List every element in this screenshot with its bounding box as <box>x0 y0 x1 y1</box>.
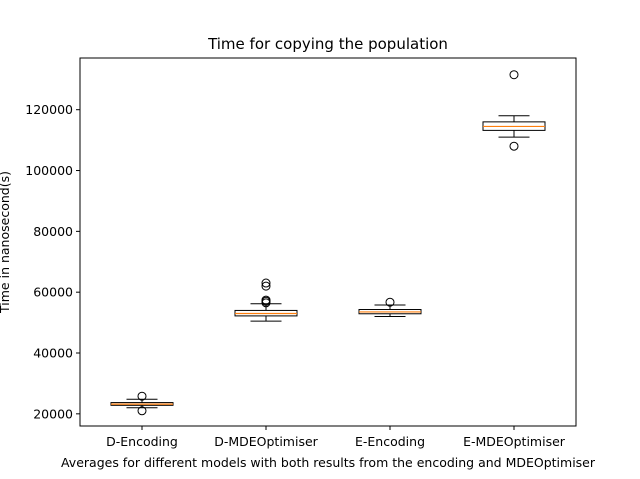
x-tick-label: D-Encoding <box>106 434 178 449</box>
chart-title: Time for copying the population <box>207 35 448 53</box>
box-group-e-mdeoptimiser <box>482 70 546 151</box>
y-tick-label: 40000 <box>33 346 73 361</box>
outlier-point <box>137 391 147 401</box>
y-tick-label: 100000 <box>25 163 73 178</box>
outlier-point <box>385 297 395 307</box>
y-tick-label: 80000 <box>33 224 73 239</box>
y-axis-label: Time in nanosecond(s) <box>0 171 12 314</box>
y-axis: 20000 40000 60000 80000 100000 120000 <box>25 102 80 421</box>
outlier-point <box>509 141 519 151</box>
y-tick-label: 120000 <box>25 102 73 117</box>
x-axis: D-Encoding D-MDEOptimiser E-Encoding E-MDEO… <box>106 426 566 449</box>
plot-area <box>110 70 546 416</box>
x-tick-label: D-MDEOptimiser <box>214 434 318 449</box>
box-group-d-encoding <box>110 391 174 416</box>
x-tick-label: E-Encoding <box>355 434 425 449</box>
outlier-point <box>509 70 519 80</box>
y-tick-label: 20000 <box>33 406 73 421</box>
y-tick-label: 60000 <box>33 285 73 300</box>
outlier-point <box>261 281 271 291</box>
x-tick-label: E-MDEOptimiser <box>463 434 566 449</box>
box-group-d-mdeoptimiser <box>234 278 298 322</box>
x-axis-label: Averages for different models with both … <box>61 455 596 470</box>
outlier-point <box>137 406 147 416</box>
axes-frame <box>79 57 577 427</box>
outlier-point <box>261 295 271 305</box>
box-group-e-encoding <box>358 297 422 318</box>
outlier-point <box>261 278 271 288</box>
